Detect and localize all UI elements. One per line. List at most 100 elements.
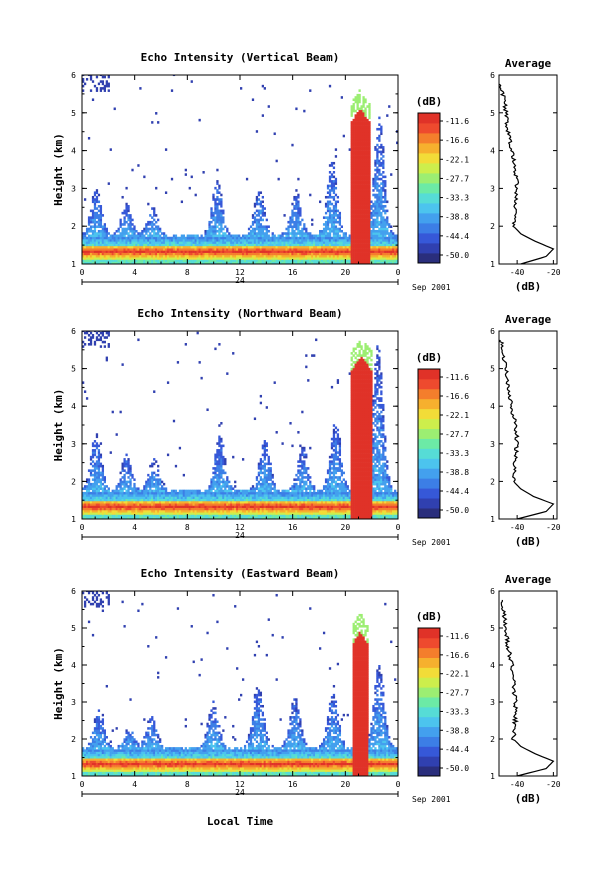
echo-cell <box>186 239 189 242</box>
echo-cell <box>206 503 209 506</box>
echo-cell <box>382 195 385 199</box>
echo-cell <box>358 155 361 158</box>
echo-cell <box>378 127 381 131</box>
echo-cell <box>153 478 156 481</box>
echo-cell <box>107 245 110 249</box>
echo-cell <box>200 248 203 251</box>
echo-cell <box>109 503 112 506</box>
echo-cell <box>216 464 219 468</box>
echo-cell <box>214 460 217 463</box>
echo-cell <box>356 105 359 108</box>
colorbar-swatch <box>418 193 440 204</box>
echo-cell <box>139 87 142 90</box>
echo-cell <box>372 180 375 183</box>
echo-cell <box>107 82 110 86</box>
echo-cell <box>151 485 154 488</box>
echo-cell <box>149 489 152 493</box>
echo-cell <box>111 236 114 240</box>
echo-cell <box>281 232 284 235</box>
echo-cell <box>103 509 106 513</box>
echo-cell <box>145 257 148 260</box>
echo-cell <box>303 245 306 249</box>
echo-cell <box>271 243 274 247</box>
echo-cell <box>374 252 377 256</box>
echo-cell <box>291 220 294 224</box>
echo-cell <box>123 243 126 247</box>
echo-cell <box>354 225 357 229</box>
echo-cell <box>273 257 276 260</box>
echo-cell <box>364 248 367 251</box>
echo-cell <box>289 243 292 247</box>
echo-cell <box>253 232 257 235</box>
echo-cell <box>358 171 361 174</box>
echo-cell <box>220 254 223 258</box>
echo-cell <box>289 223 292 226</box>
echo-cell <box>127 471 130 475</box>
echo-cell <box>214 232 217 235</box>
echo-cell <box>127 512 130 515</box>
echo-cell <box>378 248 381 251</box>
echo-cell <box>190 507 193 511</box>
echo-cell <box>188 496 191 499</box>
echo-cell <box>166 505 170 509</box>
echo-cell <box>214 227 217 231</box>
echo-cell <box>194 503 197 506</box>
echo-cell <box>99 487 103 490</box>
echo-cell <box>326 207 330 210</box>
echo-cell <box>259 200 263 204</box>
echo-cell <box>212 252 215 256</box>
echo-cell <box>208 220 211 224</box>
echo-cell <box>297 195 300 199</box>
echo-cell <box>149 234 152 238</box>
echo-cell <box>161 243 164 247</box>
echo-cell <box>362 143 365 147</box>
echo-cell <box>388 239 391 242</box>
echo-cell <box>192 261 195 264</box>
echo-cell <box>352 184 355 188</box>
echo-cell <box>159 494 162 497</box>
echo-cell <box>196 498 199 502</box>
echo-cell <box>174 514 178 518</box>
echo-cell <box>257 229 261 233</box>
echo-cell <box>364 232 367 235</box>
echo-cell <box>87 485 91 488</box>
echo-cell <box>168 245 172 249</box>
echo-cell <box>356 205 359 208</box>
echo-cell <box>386 254 389 258</box>
echo-cell <box>127 259 130 263</box>
echo-cell <box>192 494 195 497</box>
echo-cell <box>326 184 330 188</box>
echo-cell <box>101 232 105 235</box>
y-tick-label: 5 <box>71 109 76 118</box>
echo-cell <box>386 236 389 240</box>
echo-cell <box>332 248 336 251</box>
echo-cell <box>386 259 389 263</box>
echo-cell <box>309 236 312 240</box>
echo-cell <box>105 80 108 83</box>
echo-cell <box>97 476 101 479</box>
echo-cell <box>91 211 95 215</box>
echo-cell <box>97 243 101 247</box>
echo-cell <box>261 200 264 204</box>
echo-cell <box>267 250 270 253</box>
echo-cell <box>123 478 126 481</box>
echo-cell <box>99 211 103 215</box>
echo-cell <box>356 141 359 145</box>
echo-cell <box>360 202 363 206</box>
echo-cell <box>356 155 359 158</box>
echo-cell <box>384 205 387 208</box>
echo-cell <box>151 482 154 486</box>
echo-cell <box>123 482 126 486</box>
echo-cell <box>301 229 304 233</box>
echo-cell <box>141 500 144 504</box>
echo-cell <box>305 232 308 235</box>
echo-cell <box>125 500 128 504</box>
echo-cell <box>101 498 105 502</box>
echo-cell <box>322 245 326 249</box>
echo-cell <box>153 250 156 253</box>
echo-cell <box>95 512 99 515</box>
echo-cell <box>95 234 99 238</box>
echo-cell <box>127 514 130 518</box>
echo-cell <box>125 220 128 224</box>
echo-cell <box>220 241 223 244</box>
